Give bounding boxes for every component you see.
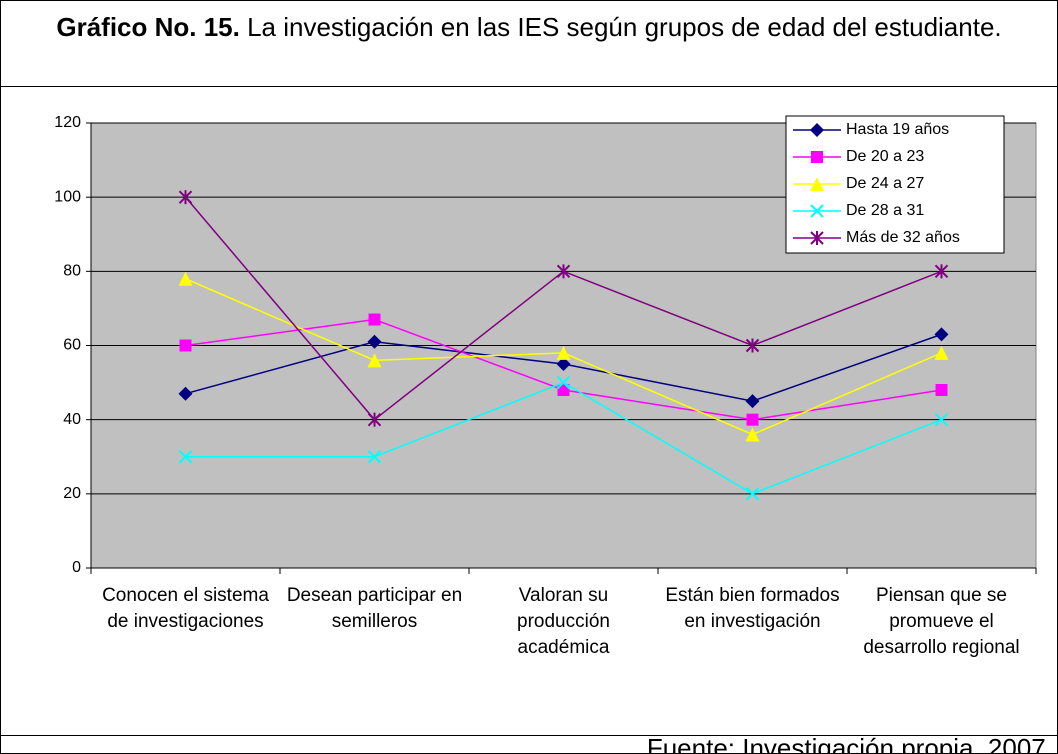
- marker-shape: [556, 357, 571, 372]
- marker: [178, 386, 193, 401]
- y-tick-label: 40: [63, 411, 81, 428]
- marker-shape: [178, 450, 193, 464]
- marker-shape: [179, 339, 192, 352]
- title-prefix: Gráfico No. 15.: [56, 12, 240, 42]
- marker-shape: [934, 345, 949, 360]
- marker: [745, 487, 760, 501]
- marker: [811, 151, 823, 163]
- marker-shape: [367, 450, 382, 464]
- marker-shape: [935, 384, 948, 396]
- marker-shape: [556, 375, 571, 390]
- x-tick-label: Piensan que se promueve el desarrollo re…: [863, 585, 1020, 658]
- marker: [745, 394, 760, 409]
- legend-label: Hasta 19 años: [846, 121, 949, 138]
- marker: [934, 264, 949, 279]
- marker: [935, 384, 948, 396]
- marker-shape: [368, 313, 381, 326]
- legend-label: De 24 a 27: [846, 175, 924, 192]
- marker-shape: [178, 271, 193, 286]
- y-tick-label: 80: [63, 263, 81, 280]
- marker-shape: [934, 327, 949, 342]
- y-tick-label: 120: [54, 114, 81, 131]
- x-tick-label: Están bien formados en investigación: [665, 585, 840, 632]
- chart-title: La investigación en las IES según grupos…: [247, 12, 1002, 42]
- marker: [745, 427, 760, 442]
- marker: [745, 338, 760, 353]
- marker: [810, 204, 824, 218]
- y-tick-label: 20: [63, 485, 81, 502]
- marker-shape: [811, 151, 823, 163]
- marker: [367, 412, 382, 427]
- legend-label: De 28 a 31: [846, 202, 924, 219]
- marker-shape: [556, 345, 571, 360]
- marker: [810, 177, 824, 191]
- marker: [934, 412, 949, 427]
- y-tick-label: 60: [63, 337, 81, 354]
- marker-shape: [367, 353, 382, 368]
- marker: [178, 450, 193, 464]
- marker-shape: [810, 123, 824, 137]
- marker: [746, 413, 759, 426]
- marker: [556, 345, 571, 360]
- marker-shape: [745, 487, 760, 501]
- y-tick-label: 0: [72, 559, 81, 576]
- marker: [810, 123, 824, 137]
- marker: [179, 339, 192, 352]
- marker: [367, 450, 382, 464]
- marker: [557, 384, 570, 396]
- marker: [556, 375, 571, 390]
- marker: [556, 264, 571, 279]
- marker-shape: [745, 427, 760, 442]
- legend-label: Más de 32 años: [846, 229, 960, 246]
- y-tick-label: 100: [54, 188, 81, 205]
- marker: [367, 334, 382, 349]
- legend-label: De 20 a 23: [846, 148, 924, 165]
- chart: 0 20 40 60 80 100 120 Hasta 19 años De 20 a 23 De…: [54, 114, 1037, 576]
- marker: [178, 190, 193, 205]
- marker: [934, 327, 949, 342]
- x-tick-label: Conocen el sistema de investigaciones: [102, 585, 269, 632]
- x-tick-label: Desean participar en semilleros: [286, 585, 463, 632]
- marker: [368, 313, 381, 326]
- marker-shape: [745, 394, 760, 409]
- x-tick-label: Valoran su producción académica: [517, 585, 610, 658]
- marker: [178, 271, 193, 286]
- marker-shape: [810, 204, 824, 218]
- marker: [934, 345, 949, 360]
- marker-shape: [810, 177, 824, 191]
- marker-shape: [934, 412, 949, 427]
- marker: [556, 357, 571, 372]
- marker-shape: [178, 386, 193, 401]
- marker: [367, 353, 382, 368]
- marker: [810, 231, 824, 245]
- title-box: Gráfico No. 15. La investigación en las …: [1, 1, 1057, 87]
- source-text: Fuente: Investigación propia, 2007.: [646, 733, 1053, 754]
- marker-shape: [367, 334, 382, 349]
- source: Fuente: Investigación propia, 2007.: [1, 735, 1057, 753]
- marker-shape: [557, 384, 570, 396]
- marker-shape: [746, 413, 759, 426]
